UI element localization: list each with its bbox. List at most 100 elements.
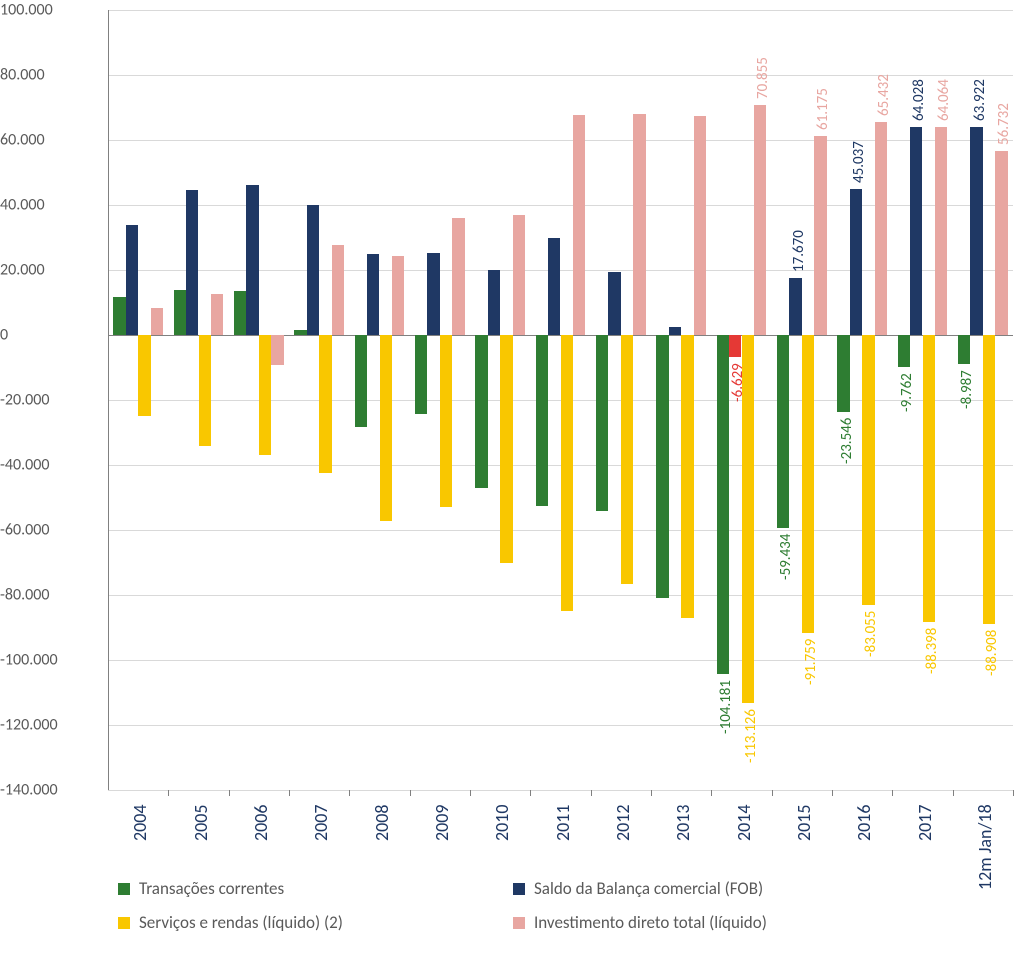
legend-label: Serviços e rendas (líquido) (2) (139, 912, 343, 933)
bar-value-label: -8.987 (958, 370, 976, 409)
bar-value-label: -6.629 (729, 363, 747, 402)
x-tick-label: 2004 (129, 805, 151, 842)
x-tick-label: 2016 (853, 805, 875, 842)
x-tick-label: 2008 (371, 805, 393, 842)
bar-investimento (392, 256, 404, 335)
bar-value-label: 65.432 (875, 75, 893, 117)
x-tick-label: 2005 (190, 805, 212, 842)
bar-saldo (307, 205, 319, 335)
bar-investimento (151, 308, 163, 335)
bar-transacoes (294, 330, 306, 335)
bar-saldo (427, 253, 439, 335)
x-tick-label: 2014 (733, 805, 755, 842)
bar-servicos (259, 335, 271, 455)
y-tick-label: 100.000 (0, 1, 94, 20)
bar-transacoes (777, 335, 789, 528)
bar-transacoes (475, 335, 487, 488)
legend-item-investimento: Investimento direto total (líquido) (513, 912, 767, 933)
bar-saldo (970, 127, 982, 335)
bar-saldo (850, 189, 862, 335)
x-tick-label: 2009 (431, 805, 453, 842)
bar-investimento (694, 116, 706, 335)
bar-transacoes (898, 335, 910, 367)
legend-swatch (118, 883, 130, 895)
bar-servicos (923, 335, 935, 622)
y-tick-label: -40.000 (0, 456, 94, 475)
bar-value-label: -9.762 (898, 373, 916, 412)
bar-saldo (669, 327, 681, 335)
bar-value-label: -88.398 (923, 628, 941, 674)
bar-value-label: 63.922 (971, 79, 989, 121)
y-tick-label: -20.000 (0, 391, 94, 410)
legend-swatch (513, 917, 525, 929)
bar-value-label: 64.028 (910, 79, 928, 121)
bar-transacoes (717, 335, 729, 674)
x-tick-label: 2006 (250, 805, 272, 842)
bar-transacoes (415, 335, 427, 414)
bar-transacoes (234, 291, 246, 335)
bar-investimento (995, 151, 1007, 335)
bar-investimento (513, 215, 525, 335)
legend-label: Transações correntes (139, 878, 284, 899)
bar-investimento (633, 114, 645, 335)
y-tick-label: 20.000 (0, 261, 94, 280)
bar-transacoes (174, 290, 186, 336)
y-tick-label: -100.000 (0, 651, 94, 670)
bar-servicos (561, 335, 573, 611)
bar-value-label: -104.181 (717, 680, 735, 734)
legend-swatch (513, 883, 525, 895)
bar-saldo (608, 272, 620, 335)
bar-saldo (126, 225, 138, 335)
bar-value-label: 17.670 (790, 230, 808, 272)
bar-transacoes (837, 335, 849, 412)
bar-value-label: 64.064 (935, 79, 953, 121)
legend-item-transacoes: Transações correntes (118, 878, 284, 899)
bar-investimento (452, 218, 464, 335)
bar-investimento (271, 335, 283, 365)
bar-saldo (246, 185, 258, 335)
bar-servicos (500, 335, 512, 563)
legend-item-saldo: Saldo da Balança comercial (FOB) (513, 878, 763, 899)
bar-value-label: -83.055 (862, 611, 880, 657)
y-tick-label: 80.000 (0, 66, 94, 85)
bar-servicos (681, 335, 693, 618)
y-tick-label: -80.000 (0, 586, 94, 605)
bar-saldo (367, 254, 379, 335)
x-tick-label: 2007 (310, 805, 332, 842)
y-tick-label: 0 (0, 326, 94, 345)
bar-saldo (729, 335, 741, 357)
bar-saldo (488, 270, 500, 335)
chart-canvas: -140.000-120.000-100.000-80.000-60.000-4… (0, 0, 1024, 955)
legend: Transações correntes Saldo da Balança com… (108, 870, 1013, 950)
x-tick-label: 2011 (552, 805, 574, 842)
bar-investimento (573, 115, 585, 335)
legend-label: Saldo da Balança comercial (FOB) (534, 878, 763, 899)
bar-value-label: 61.175 (814, 88, 832, 130)
y-tick-label: -120.000 (0, 716, 94, 735)
x-tick-label: 2017 (914, 805, 936, 842)
bar-value-label: -91.759 (802, 639, 820, 685)
bar-investimento (935, 127, 947, 335)
bar-value-label: -23.546 (838, 417, 856, 463)
bar-servicos (440, 335, 452, 507)
bar-servicos (862, 335, 874, 605)
bar-servicos (199, 335, 211, 446)
x-tick-label: 2010 (491, 805, 513, 842)
bar-investimento (332, 245, 344, 335)
x-tick-label: 2013 (672, 805, 694, 842)
bar-servicos (138, 335, 150, 416)
bar-transacoes (355, 335, 367, 427)
bar-saldo (789, 278, 801, 335)
y-tick-label: 40.000 (0, 196, 94, 215)
y-tick-label: -140.000 (0, 781, 94, 800)
bar-value-label: 56.732 (995, 103, 1013, 145)
bar-saldo (910, 127, 922, 335)
y-tick-label: 60.000 (0, 131, 94, 150)
bar-servicos (319, 335, 331, 473)
bar-value-label: 45.037 (850, 141, 868, 183)
bar-transacoes (656, 335, 668, 598)
bar-value-label: -88.908 (983, 630, 1001, 676)
bar-transacoes (113, 297, 125, 335)
x-tick-label: 2012 (612, 805, 634, 842)
bar-investimento (754, 105, 766, 335)
